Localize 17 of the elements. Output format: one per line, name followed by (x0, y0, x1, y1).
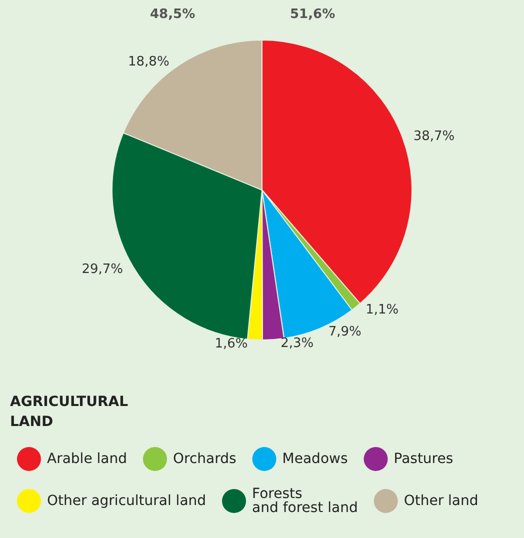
data-label: 1,1% (366, 302, 399, 318)
legend-label: Other agricultural land (47, 493, 206, 509)
legend-title: AGRICULTURAL LAND (10, 394, 128, 430)
legend-label: Orchards (172, 451, 236, 467)
data-label: 38,7% (413, 128, 455, 144)
data-label: 7,9% (328, 324, 362, 340)
legend-label: Arable land (47, 451, 127, 467)
data-label: 2,3% (280, 336, 314, 352)
legend-label: Meadows (282, 451, 348, 467)
legend-label: Other land (404, 493, 478, 509)
data-label: 29,7% (82, 262, 124, 277)
legend-label: Forests and forest land (252, 486, 358, 516)
text: 48,5% (150, 7, 196, 22)
data-label: 1,6% (214, 336, 248, 352)
text: 51,6% (290, 7, 336, 22)
data-label: 18,8% (128, 54, 170, 70)
legend-label: Pastures (394, 451, 454, 467)
